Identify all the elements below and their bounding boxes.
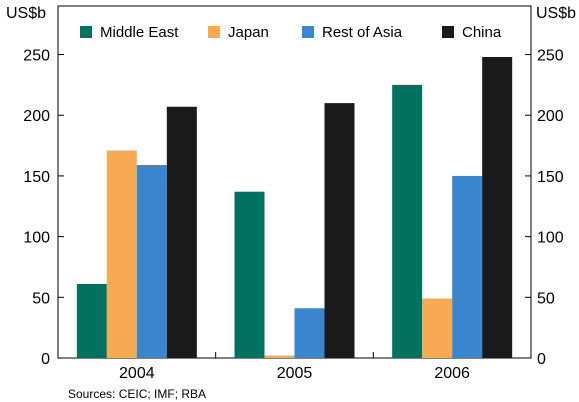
bar-rest-of-asia-2006 <box>452 175 483 358</box>
legend-swatch-middle-east <box>80 26 92 38</box>
bar-middle-east-2006 <box>392 84 423 359</box>
x-tick-label: 2006 <box>434 365 470 382</box>
legend-label-middle-east: Middle East <box>100 24 179 41</box>
bar-rest-of-asia-2004 <box>136 165 167 358</box>
y-tick-label-left: 200 <box>23 108 50 125</box>
bar-japan-2004 <box>106 150 137 358</box>
bar-middle-east-2004 <box>76 283 107 358</box>
y-unit-right: US$b <box>536 5 576 22</box>
bar-china-2005 <box>324 103 355 358</box>
y-tick-label-right: 150 <box>537 169 564 186</box>
x-tick-label: 2005 <box>277 365 313 382</box>
legend-label-japan: Japan <box>228 24 269 41</box>
y-tick-label-left: 100 <box>23 230 50 247</box>
y-tick-label-left: 0 <box>41 351 50 368</box>
y-unit-left: US$b <box>6 5 46 22</box>
y-tick-label-left: 250 <box>23 48 50 65</box>
bar-middle-east-2005 <box>234 191 265 358</box>
y-tick-label-right: 0 <box>537 351 546 368</box>
legend-swatch-china <box>442 26 454 38</box>
bars <box>76 56 513 359</box>
bar-china-2006 <box>482 56 513 358</box>
legend: Middle East Japan Rest of Asia China <box>80 24 502 41</box>
x-tick-label: 2004 <box>119 365 155 382</box>
bar-china-2004 <box>166 106 197 358</box>
y-tick-label-left: 50 <box>32 290 50 307</box>
y-tick-label-right: 50 <box>537 290 555 307</box>
y-tick-label-right: 100 <box>537 230 564 247</box>
legend-label-china: China <box>462 24 502 41</box>
y-tick-label-right: 200 <box>537 108 564 125</box>
legend-label-rest-of-asia: Rest of Asia <box>322 24 403 41</box>
bar-japan-2005 <box>264 355 295 358</box>
legend-swatch-rest-of-asia <box>302 26 314 38</box>
y-tick-label-right: 250 <box>537 48 564 65</box>
bar-japan-2006 <box>422 298 453 358</box>
source-note: Sources: CEIC; IMF; RBA <box>68 387 206 401</box>
bar-rest-of-asia-2005 <box>294 308 325 358</box>
y-tick-label-left: 150 <box>23 169 50 186</box>
legend-swatch-japan <box>208 26 220 38</box>
axes: 0 0 50 50 100 100 150 150 200 200 250 250 2004 2005 20… <box>23 48 564 382</box>
